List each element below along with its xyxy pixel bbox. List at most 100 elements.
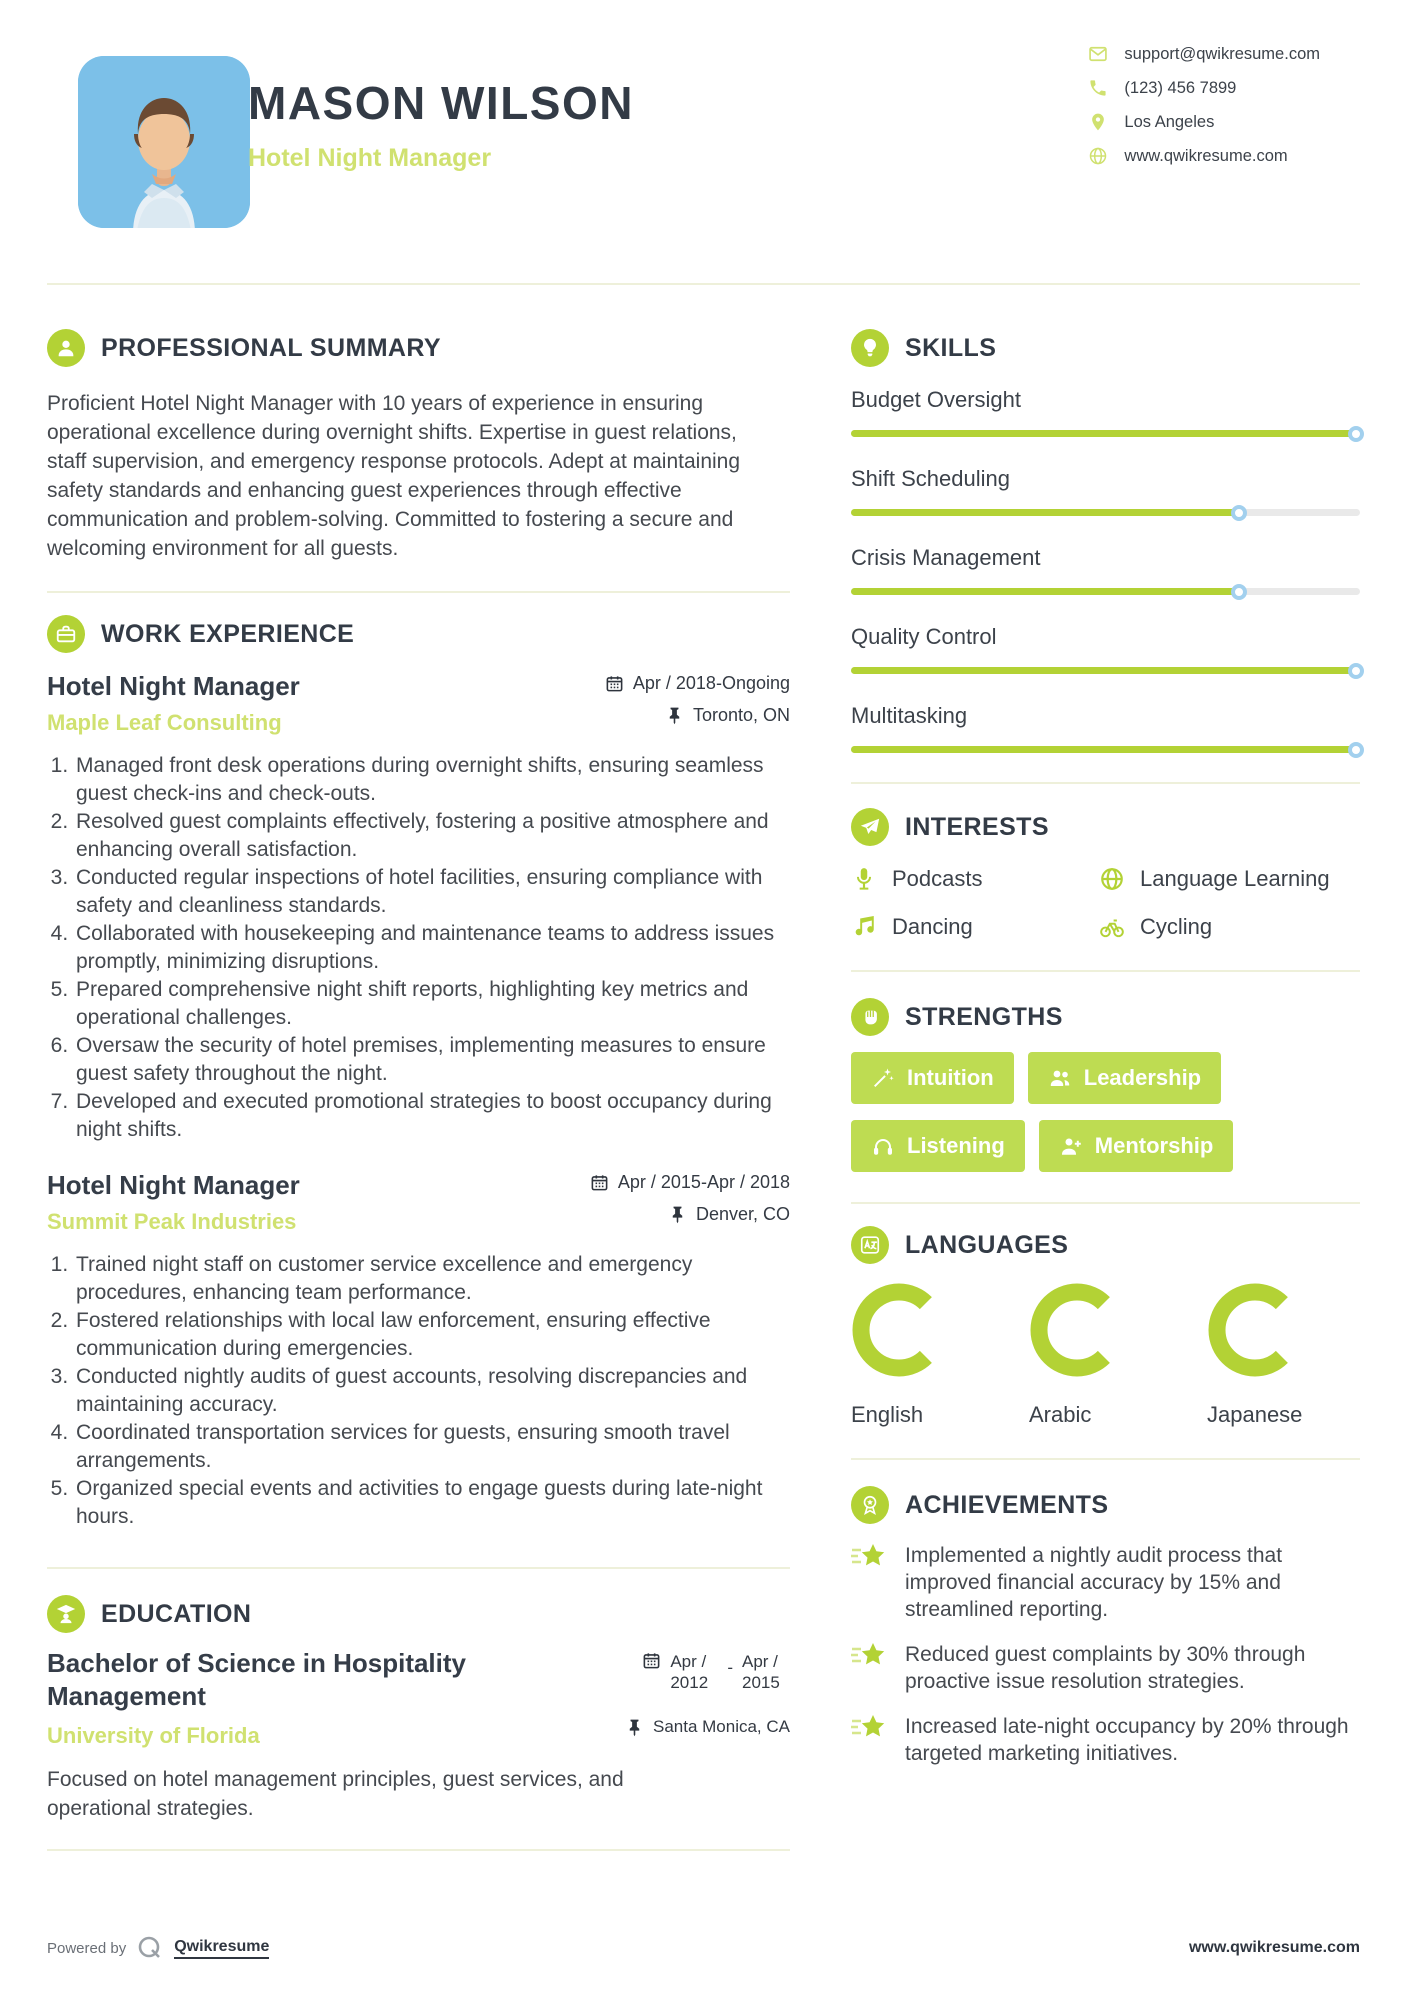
job-title: Hotel Night Manager (47, 671, 300, 701)
section-divider (851, 970, 1360, 972)
interests-grid: Podcasts Language Learning Dancing (851, 866, 1360, 940)
slider-knob[interactable] (1348, 662, 1364, 679)
slider-knob[interactable] (1230, 504, 1247, 521)
slider-knob[interactable] (1348, 741, 1364, 758)
slider-knob[interactable] (1348, 425, 1364, 442)
interest-label: Cycling (1140, 914, 1213, 939)
job-bullet: Prepared comprehensive night shift repor… (74, 976, 790, 1032)
bicycle-icon (1099, 914, 1125, 940)
achievement-text: Increased late-night occupancy by 20% th… (905, 1715, 1349, 1765)
strength-badge: Intuition (851, 1052, 1014, 1104)
education-date-end: Apr / 2015 (742, 1652, 780, 1692)
phone-icon (1088, 78, 1108, 98)
calendar-icon (605, 674, 624, 693)
pushpin-icon (625, 1718, 644, 1737)
job-bullet: Conducted nightly audits of guest accoun… (74, 1363, 790, 1419)
contact-location-text: Los Angeles (1124, 112, 1215, 131)
location-pin-icon (1088, 112, 1108, 132)
achievement-item: Implemented a nightly audit process that… (851, 1542, 1360, 1623)
language-item: Arabic (1029, 1282, 1147, 1428)
job-bullet: Collaborated with housekeeping and maint… (74, 920, 790, 976)
strengths-section-heading: STRENGTHS (851, 998, 1360, 1036)
fist-icon (851, 998, 889, 1036)
star-icon (851, 1641, 889, 1675)
interest-item: Dancing (851, 914, 1099, 940)
skill-item: Budget Oversight (851, 387, 1364, 442)
person-job-title: Hotel Night Manager (248, 144, 492, 172)
strength-badges: Intuition Leadership Listening (851, 1052, 1360, 1188)
skill-slider[interactable] (851, 504, 1360, 521)
music-note-icon (851, 914, 877, 940)
footer: Powered by Qwikresume www.qwikresume.com (47, 1934, 1360, 1962)
globe-icon (1088, 146, 1108, 166)
slider-fill (851, 430, 1360, 437)
contact-email[interactable]: support@qwikresume.com (1088, 44, 1320, 64)
strength-label: Listening (907, 1133, 1005, 1158)
briefcase-icon (47, 615, 85, 653)
summary-text: Proficient Hotel Night Manager with 10 y… (47, 392, 741, 560)
experience-title: WORK EXPERIENCE (101, 619, 355, 648)
profile-photo (78, 56, 250, 228)
languages-list: English Arabic Japanese (851, 1282, 1360, 1428)
language-ring (1208, 1283, 1302, 1377)
powered-by-label: Powered by (47, 1939, 127, 1957)
slider-knob[interactable] (1230, 583, 1247, 600)
skill-slider[interactable] (851, 741, 1364, 758)
pushpin-icon (665, 706, 684, 725)
education-location: Santa Monica, CA (625, 1717, 790, 1737)
calendar-icon (590, 1173, 609, 1192)
education-description: Focused on hotel management principles, … (47, 1768, 624, 1820)
contact-phone-text: (123) 456 7899 (1124, 78, 1237, 97)
interests-section-heading: INTERESTS (851, 808, 1360, 846)
medal-icon (851, 1486, 889, 1524)
footer-website[interactable]: www.qwikresume.com (1188, 1939, 1360, 1956)
language-ring (852, 1283, 946, 1377)
job-entry: Hotel Night Manager Summit Peak Industri… (47, 1170, 790, 1531)
globe-icon (1099, 866, 1125, 892)
headphones-icon (871, 1134, 895, 1158)
education-date-start: Apr / 2012 (670, 1652, 709, 1692)
section-divider (851, 1458, 1360, 1460)
language-item: Japanese (1207, 1282, 1325, 1428)
skill-slider[interactable] (851, 662, 1364, 679)
job-dates: Apr / 2015-Apr / 2018 (590, 1172, 790, 1193)
job-company: Summit Peak Industries (47, 1209, 297, 1234)
skill-item: Multitasking (851, 703, 1364, 758)
contact-email-text: support@qwikresume.com (1124, 44, 1320, 63)
language-ring (1030, 1283, 1124, 1377)
person-name: MASON WILSON (248, 77, 634, 129)
skill-slider[interactable] (851, 425, 1364, 442)
job-date-text: Apr / 2015-Apr / 2018 (617, 1172, 790, 1192)
job-bullet-list: Managed front desk operations during ove… (47, 752, 790, 1144)
job-title: Hotel Night Manager (47, 1170, 300, 1200)
contact-website-text: www.qwikresume.com (1124, 146, 1288, 165)
strengths-title: STRENGTHS (905, 1002, 1063, 1031)
contact-phone[interactable]: (123) 456 7899 (1088, 78, 1320, 98)
language-label: English (851, 1402, 924, 1427)
paper-plane-icon (851, 808, 889, 846)
strength-label: Mentorship (1094, 1133, 1214, 1158)
job-location-text: Denver, CO (695, 1204, 790, 1224)
job-company: Maple Leaf Consulting (47, 710, 282, 735)
header: MASON WILSON Hotel Night Manager support… (0, 0, 1407, 283)
strength-label: Intuition (907, 1065, 994, 1090)
section-divider (47, 1567, 790, 1569)
star-icon (851, 1713, 889, 1747)
contact-website[interactable]: www.qwikresume.com (1088, 146, 1320, 166)
school-name: University of Florida (47, 1723, 260, 1748)
skill-item: Crisis Management (851, 545, 1360, 600)
qwikresume-link[interactable]: Qwikresume (174, 1938, 270, 1959)
education-section-heading: EDUCATION (47, 1595, 790, 1633)
achievements-title: ACHIEVEMENTS (905, 1490, 1109, 1519)
job-bullet-list: Trained night staff on customer service … (47, 1251, 790, 1531)
skills-section-heading: SKILLS (851, 329, 1360, 367)
skill-label: Crisis Management (851, 545, 1041, 570)
slider-fill (851, 588, 1243, 595)
job-entry: Hotel Night Manager Maple Leaf Consultin… (47, 671, 790, 1144)
strength-badge: Mentorship (1038, 1120, 1234, 1172)
skill-slider[interactable] (851, 583, 1360, 600)
skill-item: Quality Control (851, 624, 1364, 679)
interest-item: Cycling (1099, 914, 1360, 940)
section-divider (47, 1849, 790, 1851)
